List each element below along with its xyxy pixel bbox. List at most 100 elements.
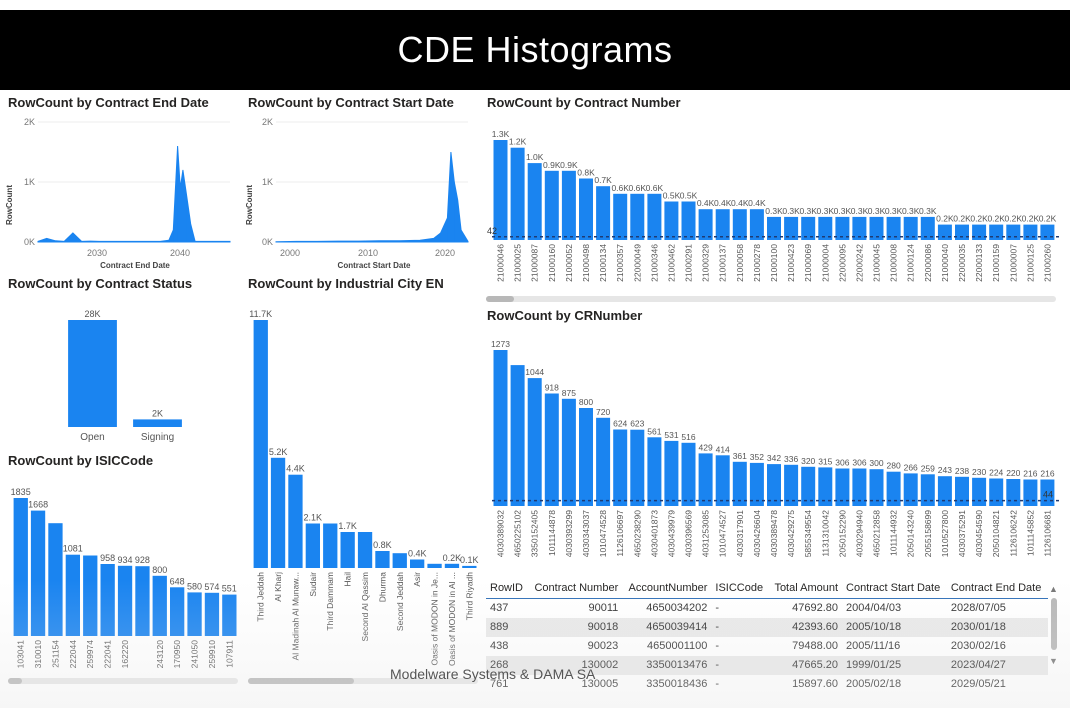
table-row[interactable]: 438 90023 4650001100 - 79488.00 2005/11/… bbox=[486, 637, 1048, 656]
bar bbox=[613, 429, 628, 506]
data-label: 0.4K bbox=[714, 198, 732, 208]
data-label: 1668 bbox=[28, 500, 48, 510]
bar bbox=[972, 224, 987, 240]
bar bbox=[527, 378, 542, 506]
y-tick-label: 2K bbox=[262, 117, 273, 127]
table-row[interactable]: 761 130005 3350018436 - 15897.60 2005/02… bbox=[486, 675, 1048, 694]
category-label: 4030389032 bbox=[496, 510, 506, 558]
column-header-rowid[interactable]: RowID bbox=[486, 578, 529, 599]
bar bbox=[462, 565, 477, 568]
bar bbox=[544, 170, 559, 240]
bar bbox=[357, 532, 373, 568]
column-header-contract-number[interactable]: Contract Number bbox=[528, 578, 623, 599]
bar bbox=[749, 209, 764, 240]
cell-isiccode: - bbox=[715, 602, 720, 615]
cell-isiccode: - bbox=[711, 655, 769, 675]
contract-number-chart[interactable]: 1.3K 21000046 1.2K 21000025 1.0K 21000087 0.9K… bbox=[480, 112, 1070, 290]
contract-number-scrollbar[interactable] bbox=[486, 296, 1056, 302]
category-label: 4030375291 bbox=[957, 510, 967, 558]
data-label: 934 bbox=[117, 555, 132, 565]
contract-number-scroll-thumb[interactable] bbox=[486, 296, 514, 302]
data-label: 0.1K bbox=[460, 555, 479, 565]
column-header-contract-end-date[interactable]: Contract End Date bbox=[946, 578, 1048, 599]
banner-title: CDE Histograms bbox=[0, 10, 1070, 90]
cell-start-date: 2005/10/18 bbox=[842, 617, 947, 637]
cell-end-date: 2030/01/18 bbox=[946, 617, 1048, 637]
category-label: 21000357 bbox=[615, 244, 625, 282]
category-label: 4030454590 bbox=[974, 510, 984, 558]
category-label: 222041 bbox=[103, 640, 113, 669]
cell-end-date: 2028/07/05 bbox=[950, 602, 1006, 615]
bar bbox=[989, 224, 1004, 240]
category-label: Third Dammam bbox=[325, 572, 335, 631]
bar bbox=[732, 209, 747, 240]
cell-end-date: 2030/02/16 bbox=[950, 640, 1006, 652]
cell-contract-number: 90023 bbox=[587, 640, 619, 652]
bar bbox=[801, 466, 816, 506]
start-date-x-axis-label: Contract Start Date bbox=[338, 261, 411, 270]
cell-isiccode: - bbox=[711, 617, 769, 637]
column-header-isiccode[interactable]: ISICCode bbox=[711, 578, 769, 599]
table-scroll-thumb[interactable] bbox=[1051, 598, 1057, 650]
industrial-city-chart[interactable]: 11.7K Third Jeddah 5.2K Al Kharj 4.4K Al Madi… bbox=[240, 292, 480, 674]
cell-account-number: 3350018436 bbox=[646, 678, 708, 690]
cell-contract-number: 130002 bbox=[528, 655, 623, 675]
table-row[interactable]: 889 90018 4650039414 - 42393.60 2005/10/… bbox=[486, 617, 1048, 637]
contract-status-chart[interactable]: 28K Open 2K Signing bbox=[0, 292, 240, 452]
isic-scroll-thumb[interactable] bbox=[8, 678, 22, 684]
data-label: 1.3K bbox=[492, 129, 510, 139]
data-label: 648 bbox=[170, 576, 185, 586]
category-label: 21000329 bbox=[701, 244, 711, 282]
data-label: 238 bbox=[955, 466, 969, 476]
table-row[interactable]: 437 90011 4650034202 - 47692.80 2004/04/… bbox=[486, 599, 1048, 618]
category-label: 2050143240 bbox=[906, 510, 916, 558]
cell-start-date: 1999/01/25 bbox=[842, 655, 947, 675]
data-label: 516 bbox=[681, 432, 695, 442]
bar bbox=[375, 551, 390, 568]
category-label: 4030429275 bbox=[786, 510, 796, 558]
category-label: 21000160 bbox=[547, 244, 557, 282]
table-row[interactable]: 268 130002 3350013476 - 47665.20 1999/01… bbox=[486, 655, 1048, 675]
crnumber-chart[interactable]: 1273 4030389032 4650225102 1044 3350152405 91… bbox=[480, 326, 1070, 560]
industrial-city-scrollbar[interactable] bbox=[248, 678, 478, 684]
column-header-account-number[interactable]: AccountNumber bbox=[622, 578, 712, 599]
category-label: 4030343037 bbox=[581, 510, 591, 558]
data-label: 0.8K bbox=[577, 168, 595, 178]
category-label: 4030401873 bbox=[649, 510, 659, 558]
category-label: 21000087 bbox=[530, 244, 540, 282]
bar bbox=[83, 555, 98, 636]
isic-scrollbar[interactable] bbox=[8, 678, 238, 684]
data-label: 0.3K bbox=[799, 206, 817, 216]
category-label: 22000095 bbox=[837, 244, 847, 282]
isic-chart[interactable]: 1835 103041 1668 310010 251154 1081 222044 2599… bbox=[0, 470, 240, 674]
category-label: 22000242 bbox=[855, 244, 865, 282]
data-label: 5.2K bbox=[269, 447, 288, 457]
category-label: Oasis of MODON in Al ... bbox=[447, 572, 457, 666]
end-date-chart[interactable]: RowCount 2K 1K 0K 2030 2040 Contract End… bbox=[0, 110, 240, 275]
industrial-city-scroll-thumb[interactable] bbox=[248, 678, 354, 684]
category-label: 243120 bbox=[155, 640, 165, 669]
end-date-x-axis-label: Contract End Date bbox=[100, 261, 170, 270]
bar bbox=[305, 523, 320, 568]
start-date-chart[interactable]: RowCount 2K 1K 0K 2000 2010 2020 Contrac… bbox=[240, 110, 480, 275]
data-label: 720 bbox=[596, 407, 610, 417]
category-label: 21000134 bbox=[598, 244, 608, 282]
column-header-total-amount[interactable]: Total Amount bbox=[768, 578, 843, 599]
contract-status-chart-title: RowCount by Contract Status bbox=[8, 276, 193, 291]
category-label: 1131310042 bbox=[820, 510, 830, 557]
footer-watermark: Modelware Systems & DAMA SA bbox=[390, 666, 596, 682]
bar bbox=[920, 216, 935, 240]
category-label: 1010474527 bbox=[718, 510, 728, 558]
bar bbox=[510, 365, 525, 506]
data-label: 2.1K bbox=[304, 513, 323, 523]
data-label: 320 bbox=[801, 456, 815, 466]
data-label: 414 bbox=[716, 444, 730, 454]
column-header-contract-start-date[interactable]: Contract Start Date bbox=[842, 578, 947, 599]
category-label: 162220 bbox=[120, 640, 130, 669]
category-label: 21000291 bbox=[684, 244, 694, 282]
bar bbox=[1040, 479, 1055, 506]
chevron-down-icon[interactable]: ▼ bbox=[1049, 656, 1058, 666]
bar bbox=[920, 474, 935, 506]
x-tick-label: 2020 bbox=[435, 248, 455, 258]
chevron-up-icon[interactable]: ▲ bbox=[1049, 584, 1058, 594]
